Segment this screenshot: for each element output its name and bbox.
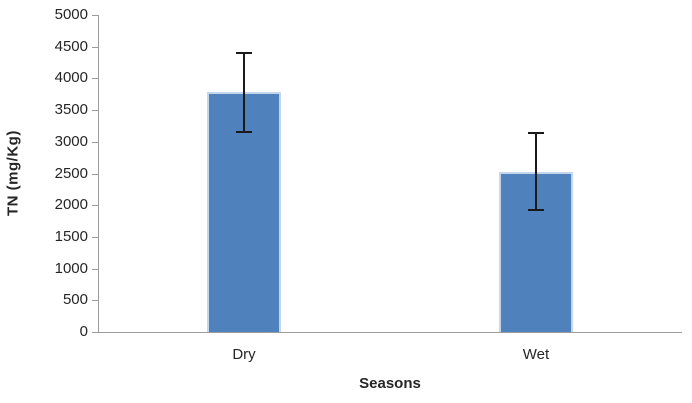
y-axis-tick — [92, 236, 98, 238]
y-axis-tick — [92, 268, 98, 270]
y-axis-tick — [92, 300, 98, 302]
y-axis-tick — [92, 173, 98, 175]
y-axis-tick — [92, 46, 98, 48]
error-bar-cap-top-dry — [236, 51, 252, 54]
y-axis-tick-label: 500 — [62, 291, 88, 309]
error-bar-cap-bottom-wet — [528, 209, 544, 212]
y-axis-tick-label: 2000 — [54, 196, 88, 214]
error-bar-line-dry — [243, 51, 245, 132]
y-axis-tick — [92, 141, 98, 143]
y-axis-tick-label: 4000 — [54, 69, 88, 87]
y-axis-tick — [92, 78, 98, 80]
y-axis-tick-label: 2500 — [54, 164, 88, 182]
y-axis-tick-label: 3000 — [54, 132, 88, 150]
y-axis-tick-label: 1500 — [54, 227, 88, 245]
x-axis-category-label-wet: Wet — [522, 346, 550, 363]
y-axis-tick — [92, 205, 98, 207]
y-axis-tick-label: 0 — [79, 323, 88, 340]
y-axis-tick-label: 5000 — [54, 6, 88, 23]
x-axis-title: Seasons — [359, 375, 421, 392]
y-axis-tick-label: 3500 — [54, 101, 88, 119]
y-axis-tick — [92, 15, 98, 16]
error-bar-cap-bottom-dry — [236, 130, 252, 133]
x-axis-line — [98, 332, 682, 333]
y-axis-line — [98, 15, 99, 333]
error-bar-line-wet — [535, 131, 537, 211]
y-axis-tick — [92, 110, 98, 112]
x-axis-category-label-dry: Dry — [232, 346, 256, 363]
error-bar-cap-top-wet — [528, 131, 544, 134]
y-axis-tick-label: 1000 — [54, 259, 88, 277]
y-axis-tick-label: 4500 — [54, 37, 88, 55]
y-axis-tick — [92, 332, 98, 333]
